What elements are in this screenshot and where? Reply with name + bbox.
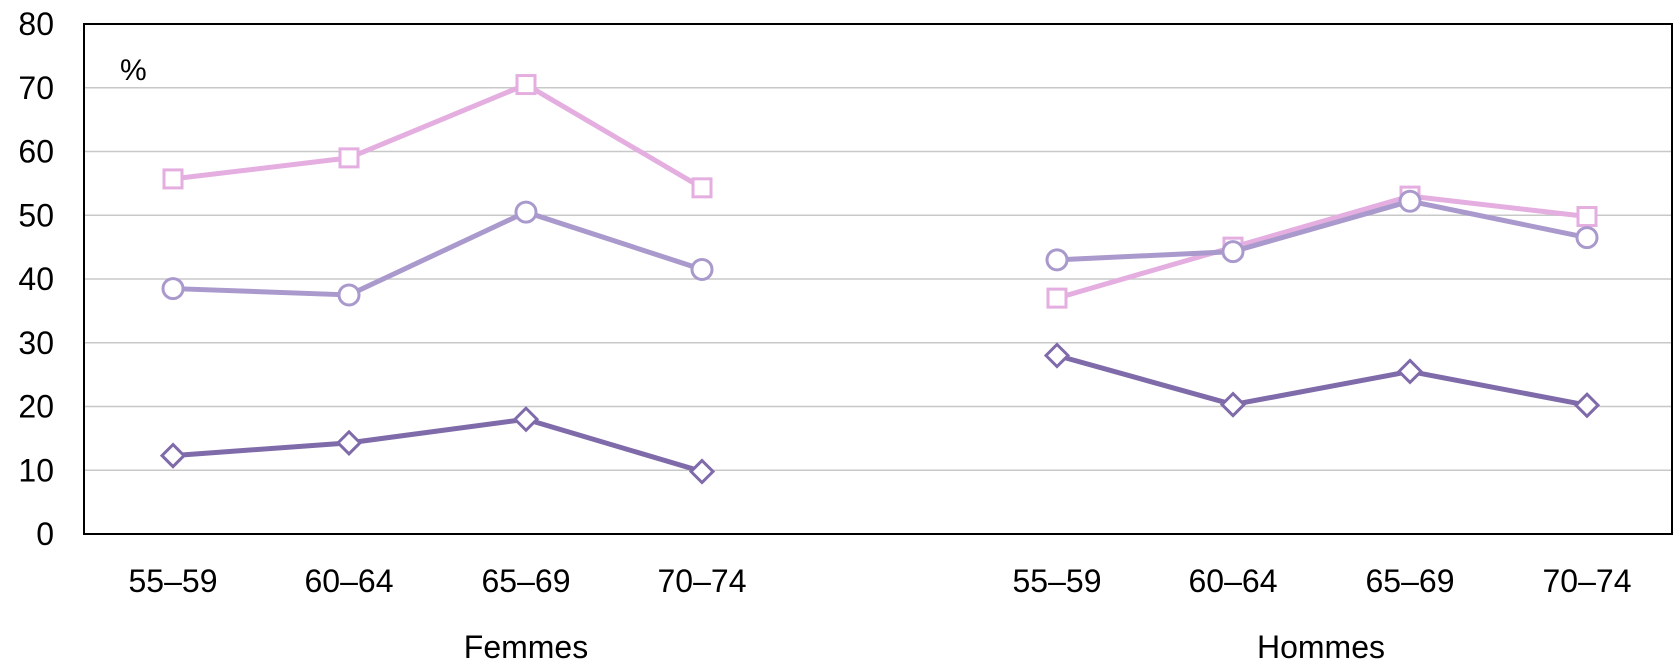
series-layer — [159, 74, 1601, 485]
data-point-circle — [1398, 189, 1422, 213]
y-tick-label: 40 — [18, 261, 54, 297]
data-point-diamond — [512, 406, 540, 433]
series-diamond-1 — [1043, 342, 1601, 419]
x-axis: 55–59 60–64 65–69 70–74 Femmes 55–59 60–64 65–6… — [129, 563, 1632, 662]
x-tick-label: 55–59 — [129, 563, 218, 599]
group-label: Femmes — [464, 629, 588, 662]
series-circle-0 — [161, 200, 714, 307]
series-diamond-0 — [159, 406, 716, 485]
data-point-diamond — [159, 442, 187, 469]
y-tick-label: 20 — [18, 389, 54, 425]
data-point-square — [1576, 206, 1598, 228]
y-tick-label: 10 — [18, 452, 54, 488]
data-point-circle — [337, 283, 361, 307]
data-point-square — [162, 168, 184, 190]
data-point-diamond — [1219, 391, 1247, 418]
grid-lines — [84, 87, 1672, 471]
data-point-circle — [514, 200, 538, 224]
y-tick-label: 0 — [36, 516, 54, 552]
series-line — [1056, 198, 1588, 263]
unit-label: % — [120, 54, 147, 87]
series-line — [172, 416, 703, 474]
y-tick-label: 80 — [18, 6, 54, 42]
series-line — [172, 82, 704, 190]
data-point-diamond — [1573, 392, 1601, 419]
x-tick-label: 55–59 — [1013, 563, 1102, 599]
series-circle-1 — [1045, 189, 1599, 272]
data-point-diamond — [1396, 358, 1424, 385]
data-point-circle — [1045, 248, 1069, 272]
data-point-circle — [690, 257, 714, 281]
x-tick-label: 70–74 — [1543, 563, 1632, 599]
series-line — [1056, 193, 1588, 301]
series-line — [172, 209, 703, 298]
x-tick-label: 65–69 — [1366, 563, 1455, 599]
y-tick-label: 50 — [18, 197, 54, 233]
data-point-square — [1046, 287, 1068, 309]
data-point-square — [691, 177, 713, 199]
y-tick-label: 30 — [18, 325, 54, 361]
x-tick-label: 70–74 — [658, 563, 747, 599]
group-label: Hommes — [1257, 629, 1385, 662]
data-point-circle — [1575, 226, 1599, 250]
data-point-square — [338, 147, 360, 169]
data-point-diamond — [688, 458, 716, 485]
x-tick-label: 60–64 — [305, 563, 394, 599]
y-tick-label: 70 — [18, 70, 54, 106]
data-point-square — [515, 74, 537, 96]
data-point-circle — [1221, 240, 1245, 264]
data-point-diamond — [335, 429, 363, 456]
series-line — [1056, 353, 1588, 408]
y-axis: 0 10 20 30 40 50 60 70 80 — [18, 6, 54, 552]
series-square-0 — [162, 74, 713, 199]
y-tick-label: 60 — [18, 134, 54, 170]
data-point-diamond — [1043, 342, 1071, 369]
x-tick-label: 65–69 — [482, 563, 571, 599]
data-point-circle — [161, 277, 185, 301]
plot-area-frame — [83, 23, 1673, 535]
x-tick-label: 60–64 — [1189, 563, 1278, 599]
series-square-1 — [1046, 185, 1598, 309]
